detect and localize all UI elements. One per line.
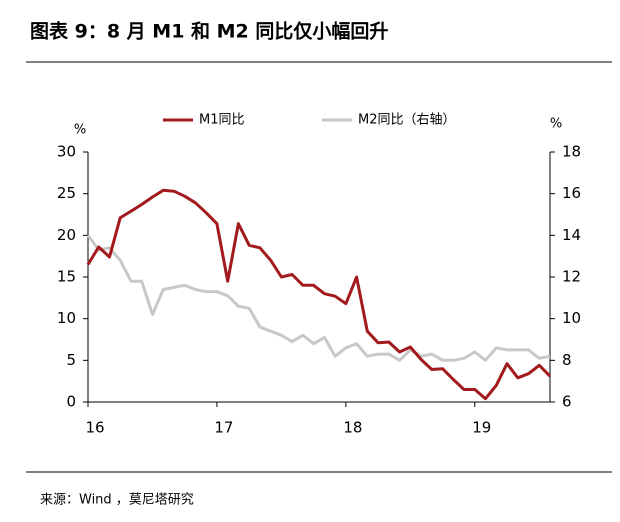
y2-tick-label: 18 [562, 143, 581, 161]
y2-tick-label: 14 [562, 226, 581, 244]
x-tick-label: 19 [472, 419, 491, 437]
y2-tick-label: 16 [562, 184, 581, 202]
series-line [86, 234, 551, 362]
y-tick-label: 15 [57, 268, 76, 286]
legend-label: M2同比（右轴） [358, 113, 456, 128]
y-tick-label: 10 [57, 309, 76, 327]
y-tick-label: 30 [57, 143, 76, 161]
y2-tick-label: 6 [562, 393, 572, 411]
x-tick-label: 18 [343, 419, 362, 437]
chart-title: 图表 9：8 月 M1 和 M2 同比仅小幅回升 [30, 20, 388, 43]
y-tick-label: 20 [57, 226, 76, 244]
x-tick-label: 16 [85, 419, 104, 437]
y-tick-label: 25 [57, 184, 76, 202]
y2-tick-label: 10 [562, 309, 581, 327]
legend-label: M1同比 [199, 113, 245, 128]
y2-tick-label: 8 [562, 351, 572, 369]
source: 来源：Wind ，莫尼塔研究 [40, 493, 194, 508]
y-tick-label: 0 [66, 393, 76, 411]
series-line [86, 188, 552, 401]
x-tick-label: 17 [214, 419, 233, 437]
y-tick-label: 5 [66, 351, 76, 369]
y-unit: % [74, 123, 86, 138]
y2-tick-label: 12 [562, 268, 581, 286]
y2-unit: % [550, 117, 562, 132]
